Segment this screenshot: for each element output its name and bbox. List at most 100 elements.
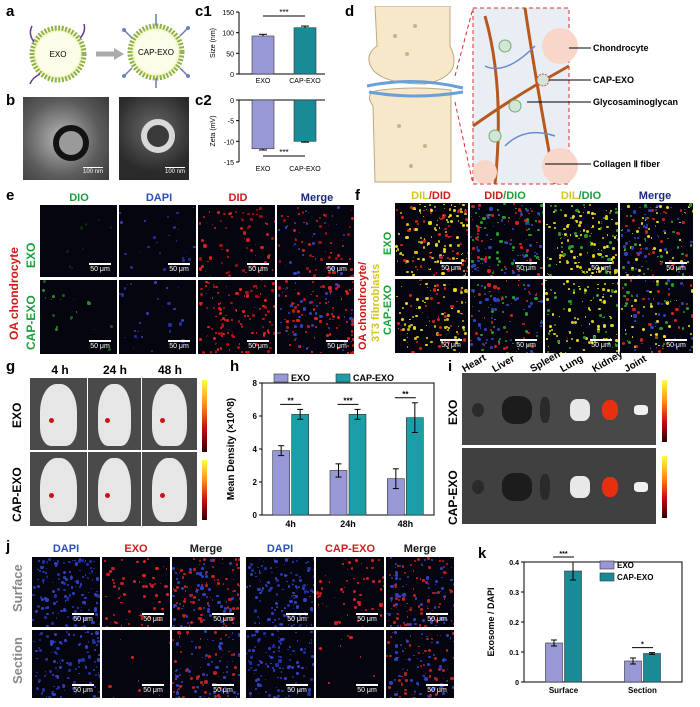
scale-bar-label: 50 μm: [90, 343, 110, 350]
organ-spleen-icon: [540, 397, 550, 423]
category-label: CAP-EXO: [289, 78, 321, 85]
fluorescence-image-j-section-0: 50 μm: [32, 630, 100, 698]
ivis-image-exo-1: [88, 378, 141, 450]
legend-label: CAP-EXO: [617, 573, 653, 582]
label-cap-exo: CAP-EXO: [593, 75, 634, 85]
category-label: 4h: [285, 519, 296, 529]
scale-bar-label: 50 μm: [441, 265, 461, 272]
scale-bar-label: 50 μm: [357, 687, 377, 694]
j-header-0: DAPI: [52, 543, 80, 555]
chondrocyte-icon: [542, 28, 578, 64]
scale-bar-label: 50 μm: [73, 687, 93, 694]
g-time-4h: 4 h: [51, 363, 69, 377]
bar: [293, 99, 317, 142]
panel-label-c2: c2: [195, 92, 212, 109]
bar-cap-exo: [348, 414, 367, 516]
tem-image-exo: 100 nm: [23, 97, 109, 180]
mouse-silhouette-icon: [40, 458, 77, 522]
organ-kidney-icon: [602, 477, 618, 497]
organ-label-lung: Lung: [558, 353, 586, 375]
scale-bar-label: 50 μm: [213, 616, 233, 623]
fluorescence-image-f-cap-exo-0: 50 μm: [395, 279, 468, 353]
significance-label: ***: [559, 551, 567, 558]
fluorescence-image-e-exo-1: 50 μm: [119, 205, 196, 277]
scale-bar-label: 50 μm: [591, 265, 611, 272]
scale-bar-label: 50 μm: [169, 343, 189, 350]
significance-label: ***: [279, 8, 288, 17]
g-colorbar-1: [202, 380, 207, 452]
fluorescence-image-j-section-4: 50 μm: [316, 630, 384, 698]
y-tick-label: -5: [228, 119, 234, 126]
significance-label: **: [402, 390, 409, 399]
y-tick-label: 6: [253, 412, 258, 421]
legend-label: CAP-EXO: [353, 373, 394, 383]
organ-liver-icon: [502, 473, 532, 501]
category-label: Section: [628, 686, 657, 695]
label-chondrocyte: Chondrocyte: [593, 43, 649, 53]
organ-label-liver: Liver: [490, 353, 517, 375]
organ-lung-icon: [570, 399, 590, 421]
f-header-4: Merge: [638, 190, 672, 202]
significance-label: *: [641, 642, 644, 649]
label-collagen-fiber: Collagen Ⅱ fiber: [593, 159, 660, 169]
scale-bar-label: 50 μm: [666, 265, 686, 272]
cap-exo-icon: [536, 73, 550, 87]
ivis-image-exo-2: [142, 378, 197, 450]
cap-exo-vesicle-icon: [122, 14, 190, 88]
significance-label: ***: [279, 148, 288, 157]
fluorescence-signal: [159, 417, 165, 423]
y-tick-label: 2: [253, 478, 258, 487]
scale-bar-label: 50 μm: [213, 687, 233, 694]
organ-lung-icon: [570, 476, 590, 498]
knee-joint-icon: [366, 6, 464, 183]
scale-bar-label: 50 μm: [248, 266, 268, 273]
e-row-exo: EXO: [24, 242, 38, 268]
category-label: CAP-EXO: [289, 166, 321, 173]
scale-bar-label: 50 μm: [357, 616, 377, 623]
scale-bar-label: 50 μm: [327, 266, 347, 273]
scale-bar-label: 50 μm: [516, 342, 536, 349]
legend-swatch: [599, 560, 615, 570]
g-time-24h: 24 h: [102, 363, 127, 377]
e-header-dio: DIO: [69, 192, 89, 204]
mouse-silhouette-icon: [98, 458, 131, 522]
organ-spleen-icon: [540, 474, 550, 500]
mouse-silhouette-icon: [98, 384, 131, 446]
significance-label: **: [288, 396, 295, 405]
label-glycosaminoglycan: Glycosaminoglycan: [593, 97, 678, 107]
significance-label: ***: [343, 396, 353, 405]
fluorescence-image-j-surface-3: 50 μm: [246, 557, 314, 627]
mouse-silhouette-icon: [40, 384, 77, 446]
e-header-did: DID: [228, 192, 248, 204]
ivis-image-cap-exo-2: [142, 452, 197, 526]
tem-scale-1: 100 nm: [82, 169, 103, 175]
fluorescence-image-f-exo-2: 50 μm: [545, 203, 618, 276]
fluorescence-image-j-surface-0: 50 μm: [32, 557, 100, 627]
ivis-image-cap-exo-1: [88, 452, 141, 526]
fluorescence-image-j-section-2: 50 μm: [172, 630, 240, 698]
j-header-5: Merge: [403, 543, 437, 555]
chart-c1: 0 50 100 150 Size (nm) EXO CAP-EXO ***: [210, 8, 325, 85]
exo-label: EXO: [50, 50, 67, 59]
cap-exo-label: CAP-EXO: [138, 48, 174, 57]
fluorescence-image-j-surface-1: 50 μm: [102, 557, 170, 627]
g-time-48h: 48 h: [157, 363, 182, 377]
panel-label-f: f: [355, 187, 360, 204]
scale-bar-label: 50 μm: [73, 616, 93, 623]
fluorescence-image-j-section-5: 50 μm: [386, 630, 454, 698]
legend-swatch: [273, 373, 289, 383]
scale-bar-label: 50 μm: [143, 616, 163, 623]
y-tick-label: 0.2: [509, 620, 519, 627]
f-header-3: DIL/DIO: [560, 190, 602, 202]
organ-joint-icon: [634, 482, 648, 492]
y-tick-label: 0: [230, 98, 234, 105]
e-header-dapi: DAPI: [145, 192, 173, 204]
scale-bar-label: 50 μm: [591, 342, 611, 349]
category-label: EXO: [256, 166, 271, 173]
fluorescence-image-j-surface-2: 50 μm: [172, 557, 240, 627]
organ-label-heart: Heart: [460, 352, 489, 375]
g-row-exo: EXO: [10, 402, 24, 428]
panel-label-i: i: [448, 358, 453, 375]
organ-joint-icon: [634, 405, 648, 415]
category-label: 24h: [340, 519, 356, 529]
